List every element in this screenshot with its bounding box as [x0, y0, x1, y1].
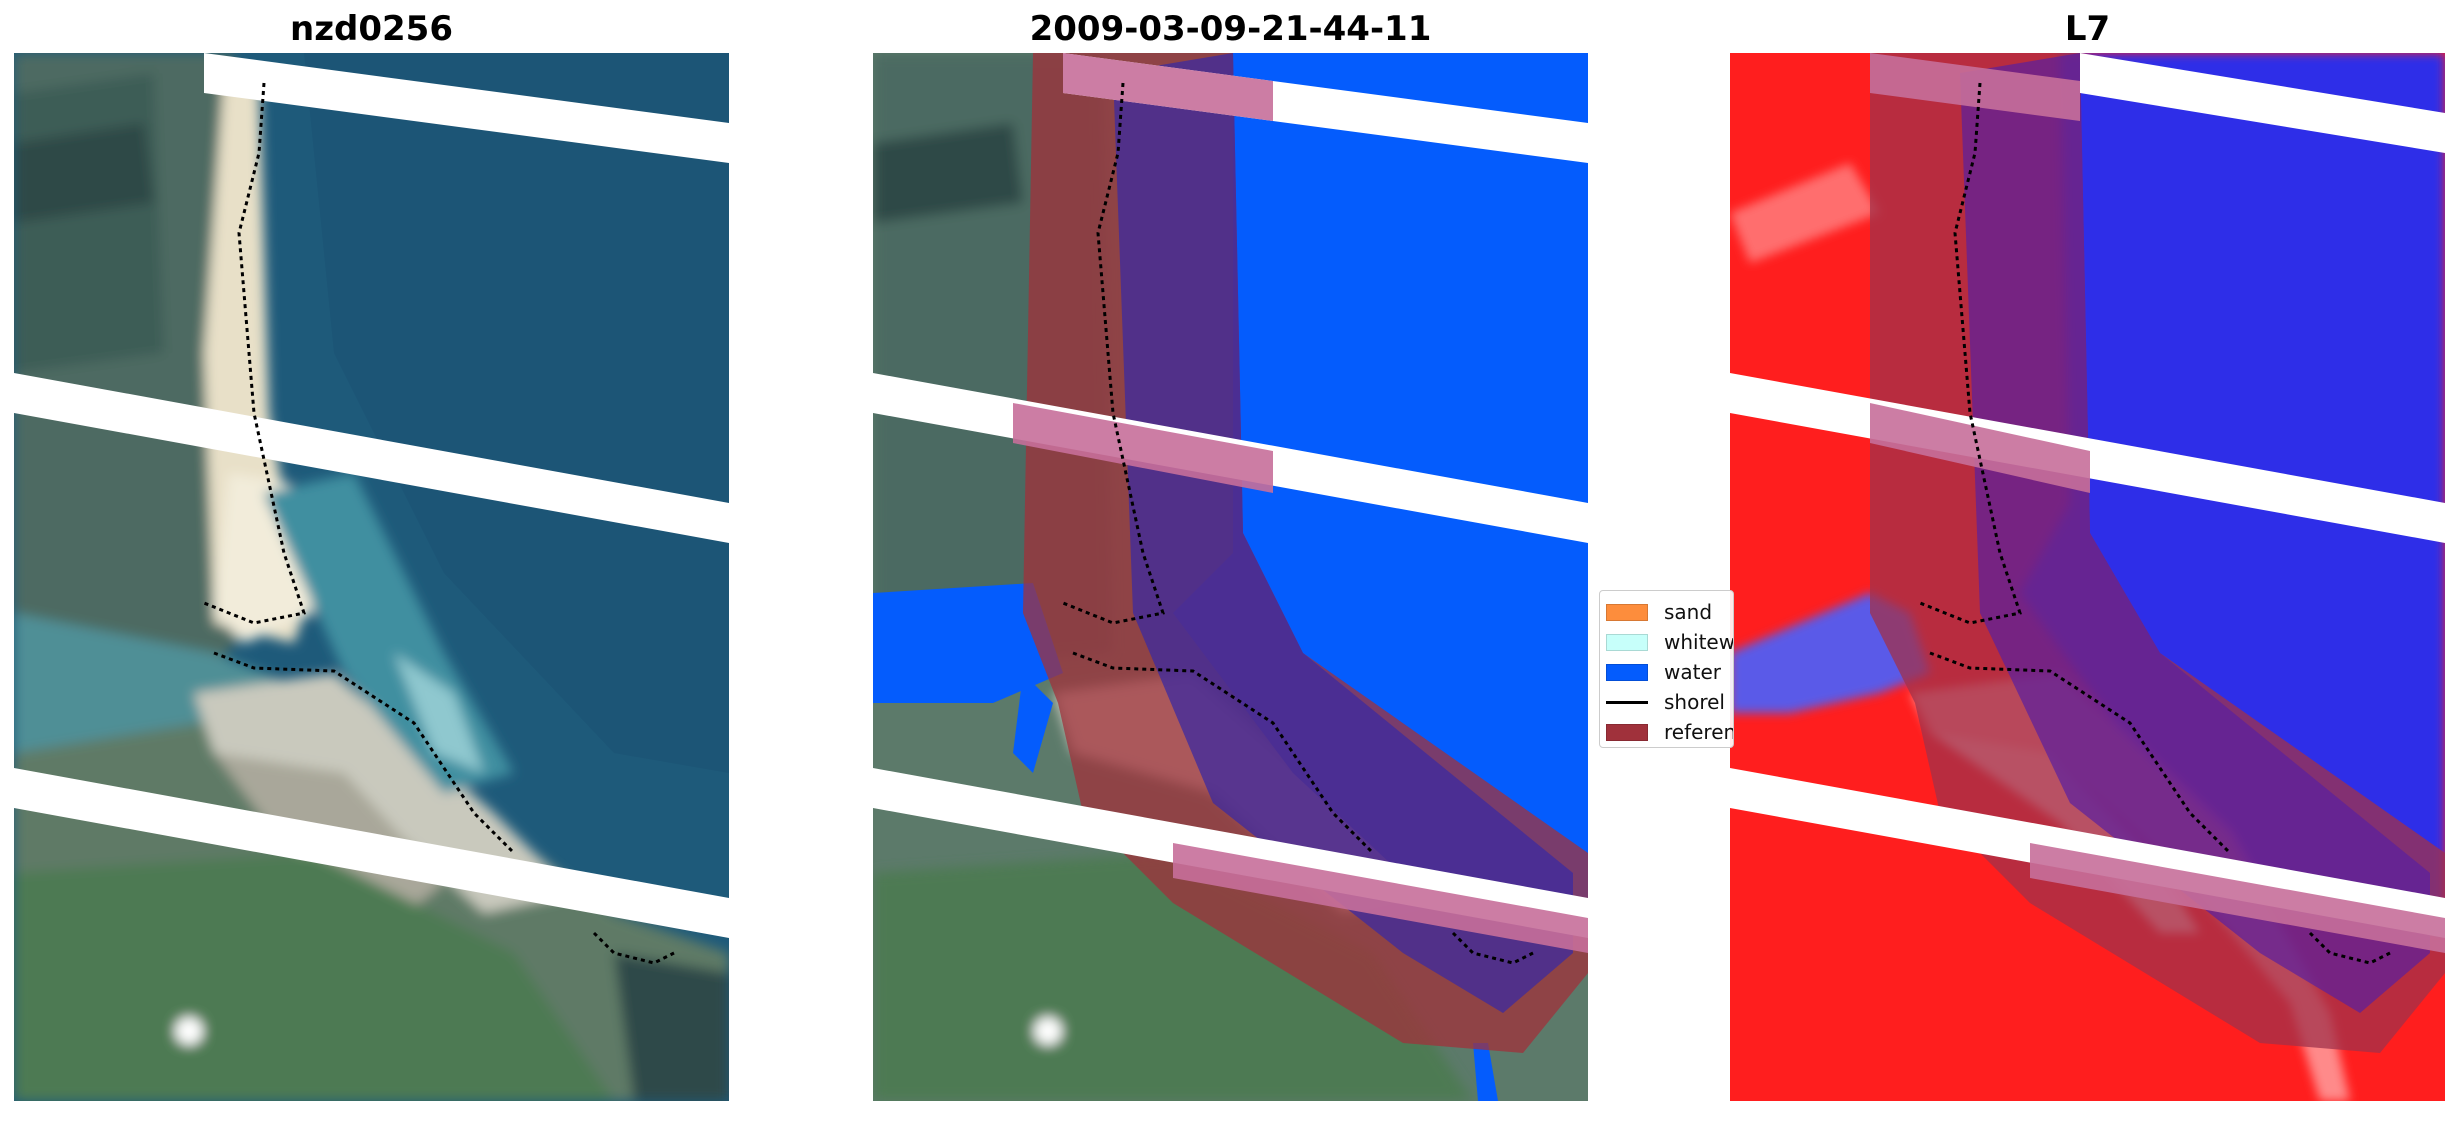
- legend-item-water: water: [1606, 657, 1733, 687]
- panel-title-rgb: nzd0256: [290, 9, 453, 49]
- shoreline-line-swatch: [1606, 700, 1648, 704]
- whitewater-swatch: [1606, 633, 1648, 651]
- reference-swatch: [1606, 723, 1648, 741]
- panel-title-classified: 2009-03-09-21-44-11: [1029, 9, 1432, 49]
- classified-satellite-image: [873, 53, 1588, 1101]
- legend-item-whitewater: whitew: [1606, 627, 1733, 657]
- legend-label: whitew: [1664, 630, 1734, 654]
- legend-item-reference: referen: [1606, 717, 1733, 747]
- index-image-panel: [1730, 53, 2445, 1101]
- sand-swatch: [1606, 603, 1648, 621]
- legend: sand whitew water shorel referen: [1599, 590, 1734, 748]
- legend-label: referen: [1664, 720, 1734, 744]
- classified-image-panel: [873, 53, 1588, 1101]
- water-swatch: [1606, 663, 1648, 681]
- index-satellite-image: [1730, 53, 2445, 1101]
- legend-label: shorel: [1664, 690, 1725, 714]
- rgb-satellite-image: [14, 53, 729, 1101]
- legend-label: sand: [1664, 600, 1713, 624]
- rgb-image-panel: [14, 53, 729, 1101]
- panel-title-mndwi: L7: [2064, 9, 2111, 49]
- legend-label: water: [1664, 660, 1721, 684]
- legend-item-sand: sand: [1606, 597, 1733, 627]
- legend-item-shoreline: shorel: [1606, 687, 1733, 717]
